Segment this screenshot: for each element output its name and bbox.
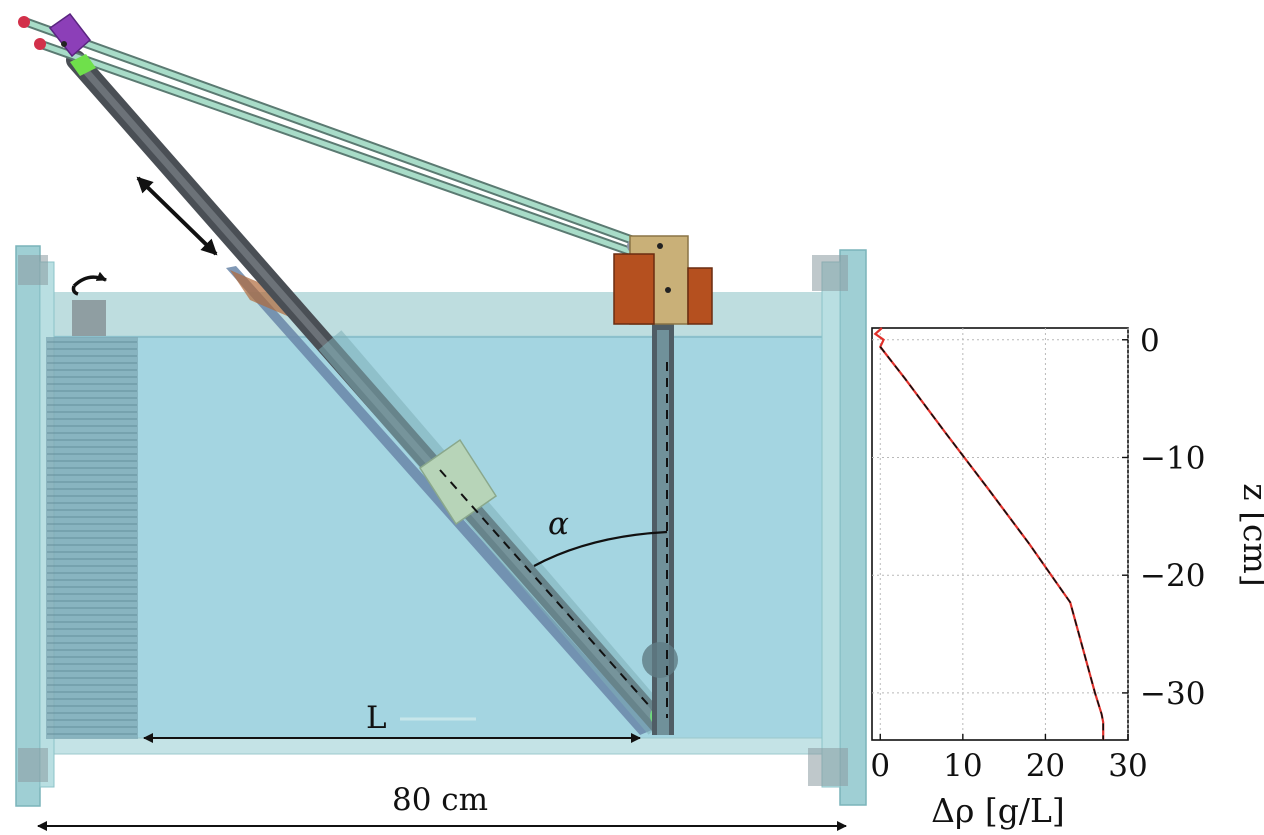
stratified-water (40, 335, 840, 740)
tank-bottom (39, 737, 841, 755)
right-wall (808, 249, 867, 806)
sliding-sleeve (418, 438, 498, 526)
support-rods (18, 12, 641, 257)
angle-arc (533, 530, 668, 567)
rotation-arrow-icon (72, 271, 107, 288)
length-label: L (366, 700, 387, 736)
y-ticks: 0 −10 −20 −30 (1122, 323, 1205, 712)
inclined-tube-assembly (66, 50, 672, 735)
measured-profile-line (873, 327, 1105, 740)
x-tick-label: 10 (943, 748, 982, 784)
y-tick-label: −20 (1140, 558, 1205, 594)
upper-layer (40, 292, 840, 337)
tube-axis (439, 469, 661, 719)
vertical-mount (613, 235, 713, 735)
density-profile-chart: 0 10 20 30 0 −10 −20 −30 Δρ [g/L] z [cm] (870, 323, 1264, 830)
chart-series (873, 327, 1105, 740)
tilted-plate (226, 266, 652, 735)
plot-frame (871, 327, 1129, 741)
y-tick-label: −30 (1140, 676, 1205, 712)
tank (15, 245, 867, 807)
rotating-valve (72, 300, 106, 336)
tank-width-label: 80 cm (392, 782, 488, 818)
angle-label: α (548, 506, 569, 542)
x-tick-label: 20 (1026, 748, 1065, 784)
x-axis-label: Δρ [g/L] (931, 791, 1065, 830)
y-tick-label: −10 (1140, 440, 1205, 476)
annotations: α L 80 cm (37, 506, 847, 831)
sliding-arrow-icon (136, 176, 218, 256)
x-ticks: 0 10 20 30 (870, 734, 1148, 784)
chart-grid (872, 328, 1129, 740)
target-profile-line (879, 346, 1104, 740)
stratification-filler (46, 300, 138, 739)
y-axis-label: z [cm] (1236, 483, 1264, 586)
y-tick-label: 0 (1140, 323, 1160, 359)
x-tick-label: 30 (1108, 748, 1147, 784)
x-tick-label: 0 (870, 748, 890, 784)
